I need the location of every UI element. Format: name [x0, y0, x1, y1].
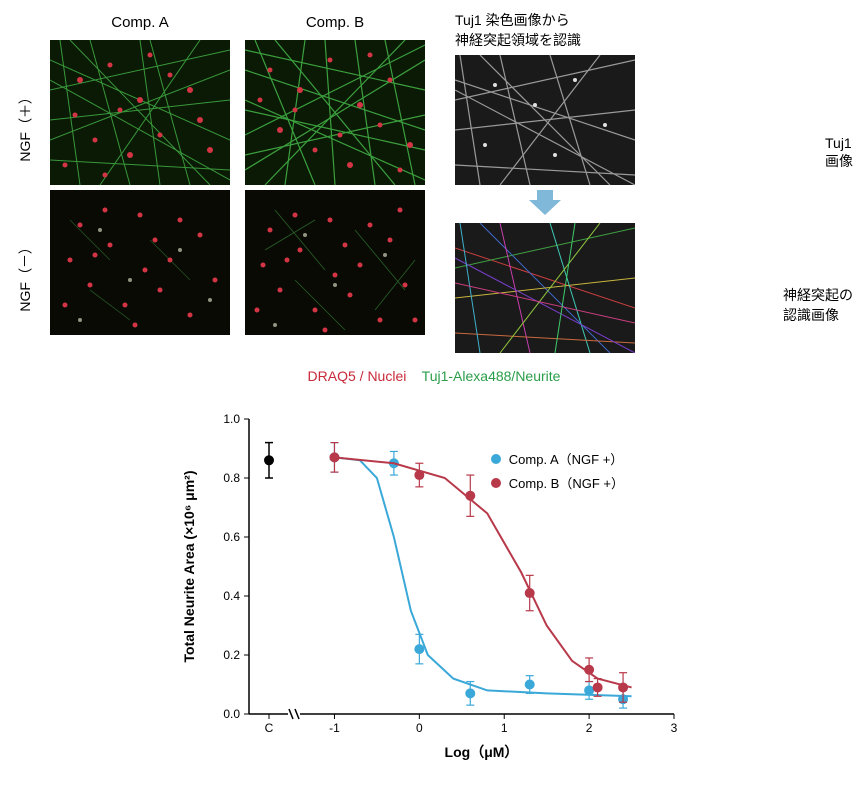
- svg-text:C: C: [265, 721, 274, 735]
- right-header-text: Tuj1 染色画像から 神経突起領域を認識: [455, 10, 635, 50]
- right-analysis-panel: Tuj1 染色画像から 神経突起領域を認識: [455, 10, 635, 358]
- legend-label: Comp. B（NGF +）: [509, 473, 624, 492]
- arrow-down-icon: [455, 190, 635, 220]
- right-label-neurite: 神経突起の 認識画像: [783, 285, 853, 325]
- image-ngfminus-compb: [245, 190, 425, 335]
- legend-tuj1: Tuj1-Alexa488/Neurite: [422, 368, 561, 384]
- image-ngfminus-compa: [50, 190, 230, 335]
- microscopy-grid: Comp. A Comp. B: [50, 10, 425, 358]
- svg-text:Log（μM）: Log（μM）: [445, 744, 519, 760]
- svg-text:1.0: 1.0: [223, 412, 240, 426]
- svg-text:2: 2: [586, 721, 593, 735]
- legend-draq5: DRAQ5 / Nuclei: [308, 368, 407, 384]
- svg-text:0.6: 0.6: [223, 530, 240, 544]
- right-label-tuj1: Tuj1 画像: [825, 135, 853, 171]
- legend-dot-icon: [491, 478, 501, 488]
- dose-response-chart: 0.0 0.2 0.4 0.6 0.8 1.0 -1 0 1 2 3 C Log（μM） Total Ne…: [174, 399, 694, 769]
- image-ngfplus-compb: [245, 40, 425, 185]
- staining-legend: DRAQ5 / Nuclei Tuj1-Alexa488/Neurite: [0, 368, 868, 384]
- svg-text:1: 1: [501, 721, 508, 735]
- tuj1-grayscale-image: [455, 55, 635, 185]
- row-label-ngf-minus: NGF（－）: [15, 240, 35, 312]
- svg-text:0.2: 0.2: [223, 648, 240, 662]
- chart-legend: Comp. A（NGF +） Comp. B（NGF +）: [491, 449, 624, 497]
- neurite-recognition-image: [455, 223, 635, 353]
- svg-text:0.4: 0.4: [223, 589, 240, 603]
- top-image-panel: NGF（＋） NGF（－） Comp. A Comp. B: [0, 0, 868, 363]
- svg-text:0.8: 0.8: [223, 471, 240, 485]
- image-ngfplus-compa: [50, 40, 230, 185]
- svg-text:0.0: 0.0: [223, 707, 240, 721]
- legend-dot-icon: [491, 454, 501, 464]
- chart-legend-item: Comp. A（NGF +）: [491, 449, 624, 468]
- header-comp-a: Comp. A: [50, 10, 230, 35]
- svg-text:3: 3: [671, 721, 678, 735]
- row-label-ngf-plus: NGF（＋）: [15, 90, 35, 162]
- svg-text:0: 0: [416, 721, 423, 735]
- chart-legend-item: Comp. B（NGF +）: [491, 473, 624, 492]
- svg-text:Total Neurite Area (×10⁶ μm²): Total Neurite Area (×10⁶ μm²): [181, 470, 197, 662]
- header-comp-b: Comp. B: [245, 10, 425, 35]
- legend-label: Comp. A（NGF +）: [509, 449, 624, 468]
- svg-text:-1: -1: [329, 721, 340, 735]
